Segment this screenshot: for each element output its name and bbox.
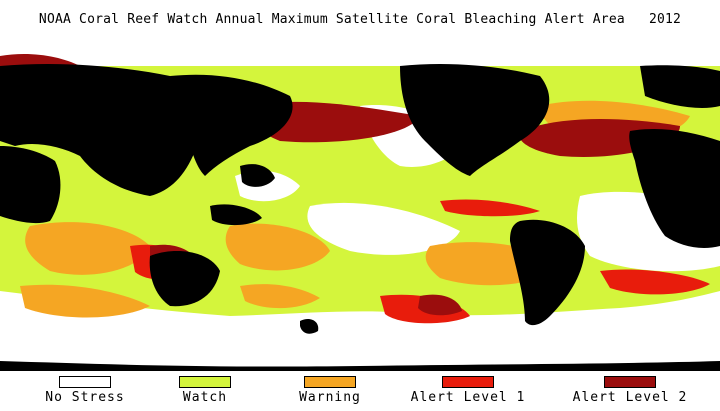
south-indian-warning	[20, 284, 150, 318]
south-pacific-warning	[225, 223, 330, 271]
legend-swatch-alert-level-2	[604, 376, 656, 388]
south-america	[510, 219, 585, 326]
central-pacific-nostress	[307, 202, 460, 255]
legend-label-watch: Watch	[182, 390, 228, 405]
eurasia-west	[0, 64, 197, 196]
legend-swatch-watch	[179, 376, 231, 388]
arctic-nostress	[0, 46, 720, 66]
legend-label-alert-level-2: Alert Level 2	[572, 390, 688, 405]
tasman-warning	[240, 284, 320, 309]
legend-swatch-no-stress	[59, 376, 111, 388]
legend-swatch-warning	[304, 376, 356, 388]
legend-item-no-stress: No Stress	[15, 376, 155, 410]
map-title: NOAA Coral Reef Watch Annual Maximum Sat…	[38, 12, 682, 27]
eastern-pacific-alert1	[440, 199, 540, 217]
legend-item-alert-level-2: Alert Level 2	[560, 376, 700, 410]
south-atlantic-alert1	[600, 269, 710, 295]
new-zealand	[300, 319, 319, 334]
legend-swatch-alert-level-1	[442, 376, 494, 388]
south-pacific-alert2	[418, 294, 462, 316]
indian-ocean-warning	[25, 222, 150, 275]
legend-item-watch: Watch	[135, 376, 275, 410]
southern-ocean-nostress	[0, 291, 720, 371]
legend-label-alert-level-1: Alert Level 1	[410, 390, 526, 405]
world-bleaching-map	[0, 46, 720, 371]
legend-item-warning: Warning	[260, 376, 400, 410]
legend-label-no-stress: No Stress	[45, 390, 125, 405]
philippines	[240, 164, 275, 187]
legend-label-warning: Warning	[299, 390, 361, 405]
indonesia	[210, 204, 262, 226]
legend-item-alert-level-1: Alert Level 1	[398, 376, 538, 410]
africa-west	[629, 129, 720, 248]
australia	[149, 251, 220, 307]
africa-east	[0, 146, 61, 224]
antarctica	[0, 361, 720, 371]
asia-east	[170, 74, 293, 176]
legend: No Stress Watch Warning Alert Level 1 Al…	[0, 372, 720, 411]
europe	[640, 65, 720, 108]
north-america	[400, 64, 550, 176]
